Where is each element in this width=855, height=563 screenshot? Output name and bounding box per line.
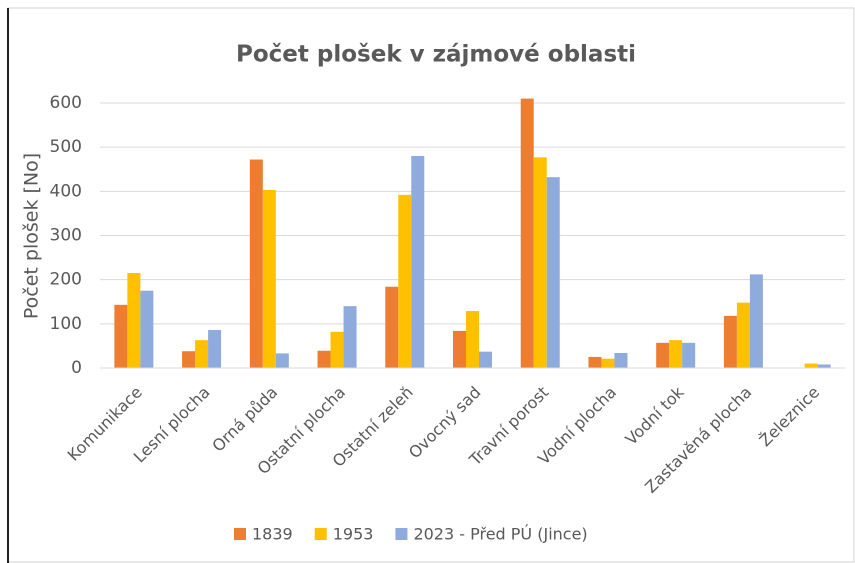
bar <box>723 315 737 368</box>
bar <box>127 273 141 368</box>
bar <box>114 304 128 368</box>
y-tick-label: 600 <box>50 93 82 113</box>
y-tick-label: 300 <box>50 226 82 246</box>
y-tick-label: 500 <box>50 137 82 157</box>
bar <box>208 330 222 368</box>
bar <box>749 274 763 368</box>
bar <box>182 351 196 368</box>
bar <box>249 159 263 368</box>
y-tick-label: 100 <box>50 314 82 334</box>
legend-label: 2023 - Před PÚ (Jince) <box>413 525 587 544</box>
legend-swatch <box>395 528 408 540</box>
legend-swatch <box>314 528 327 540</box>
bar <box>588 356 602 368</box>
y-axis-label: Počet plošek [No] <box>21 153 43 319</box>
y-tick-label: 0 <box>71 358 82 378</box>
bar <box>520 98 534 368</box>
bar <box>411 156 425 368</box>
y-tick-label: 200 <box>50 270 82 290</box>
bar <box>262 190 276 368</box>
bar <box>817 364 831 368</box>
legend-swatch <box>234 528 246 540</box>
bar <box>669 340 683 368</box>
bar <box>736 302 750 368</box>
bar <box>546 177 560 368</box>
bar <box>682 342 696 368</box>
bar <box>533 157 547 368</box>
legend-label: 1953 <box>333 525 374 544</box>
bar <box>601 358 615 368</box>
y-tick-label: 400 <box>50 181 82 201</box>
bar <box>343 306 357 368</box>
bar <box>614 352 628 368</box>
bar <box>466 311 479 368</box>
bar <box>385 286 399 368</box>
bar <box>275 353 289 368</box>
bar <box>398 194 412 368</box>
bar <box>453 330 466 368</box>
bar <box>195 340 209 368</box>
bar <box>804 363 818 368</box>
bar <box>140 290 154 368</box>
bar <box>330 331 344 368</box>
bar <box>656 342 670 368</box>
bar <box>479 351 492 368</box>
legend-label: 1839 <box>252 525 293 544</box>
chart-title: Počet plošek v zájmové oblasti <box>236 42 636 68</box>
chart-frame <box>7 7 855 563</box>
bar <box>317 350 331 368</box>
